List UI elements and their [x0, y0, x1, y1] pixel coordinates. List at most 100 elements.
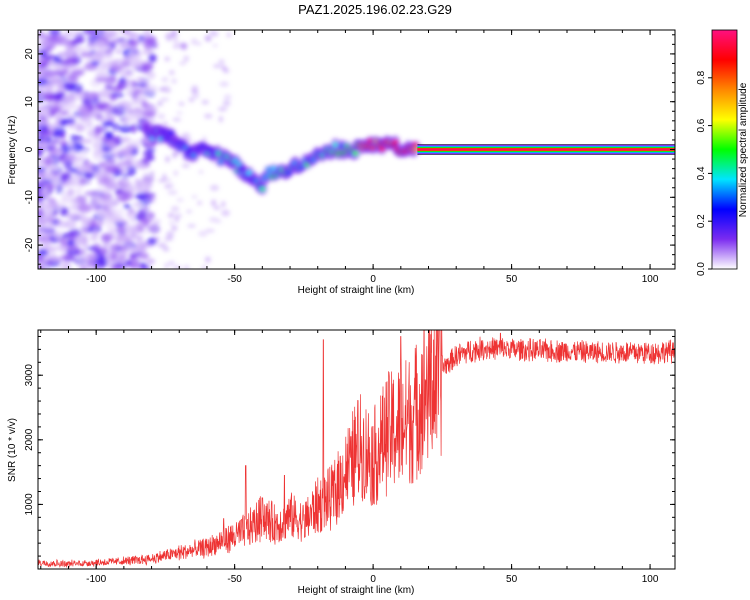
spectrogram-speckle	[125, 143, 135, 153]
spectrogram-speckle	[183, 55, 190, 63]
spectrogram-speckle	[144, 84, 158, 94]
spectrogram-y-tick-label: 20	[24, 48, 35, 60]
spectrogram-speckle	[82, 158, 90, 165]
spectrogram-speckle	[63, 159, 73, 169]
spectrogram-speckle	[205, 228, 215, 233]
spectrogram-speckle	[41, 111, 50, 118]
spectrogram-carrier-band	[417, 148, 675, 151]
spectrogram-speckle	[156, 101, 163, 106]
spectrogram-speckle	[95, 188, 107, 194]
spectrogram-speckle	[97, 219, 105, 227]
snr-xlabel: Height of straight line (km)	[298, 585, 415, 596]
spectrogram-speckle	[102, 106, 112, 114]
spectrogram-ridge-point	[332, 142, 339, 148]
colorbar-tick-label: 0.0	[696, 262, 707, 276]
spectrogram-speckle	[198, 230, 208, 237]
spectrogram-ridge-layer	[141, 120, 675, 195]
spectrogram-speckle	[162, 173, 167, 181]
spectrogram-speckle	[134, 241, 143, 250]
spectrogram-speckle	[168, 70, 175, 75]
spectrogram-speckle	[134, 82, 147, 87]
spectrogram-y-tick-label: -10	[24, 190, 35, 205]
spectrogram-speckle	[42, 209, 53, 217]
spectrogram-speckle	[134, 194, 146, 199]
spectrogram-speckle	[81, 30, 96, 35]
spectrogram-speckle	[123, 204, 132, 209]
spectrogram-speckle	[134, 179, 142, 190]
spectrogram-speckle	[121, 73, 135, 78]
spectrogram-speckle	[41, 187, 48, 197]
spectrogram-speckle	[150, 41, 155, 45]
snr-y-tick-label: 3000	[24, 364, 35, 387]
snr-ylabel: SNR (10 * v/v)	[7, 418, 18, 482]
spectrogram-speckle	[146, 258, 156, 264]
spectrogram-speckle	[178, 61, 187, 66]
spectrogram-speckle	[90, 195, 103, 206]
spectrogram-speckle	[81, 146, 91, 153]
spectrogram-speckle	[215, 218, 222, 224]
spectrogram-speckle	[57, 39, 64, 45]
spectrogram-speckle	[95, 71, 109, 79]
spectrogram-speckle	[119, 124, 132, 134]
colorbar-tick-label: 0.2	[696, 214, 707, 228]
spectrogram-ridge-point	[352, 151, 359, 156]
spectrogram-x-tick-label: 50	[506, 274, 518, 285]
spectrogram-speckle	[209, 30, 214, 34]
spectrogram-speckle	[112, 38, 122, 45]
spectrogram-speckle	[67, 188, 75, 197]
spectrogram-speckle	[38, 78, 47, 87]
spectrogram-speckle	[44, 123, 54, 129]
spectrogram-speckle	[129, 217, 137, 224]
spectrogram-speckle	[73, 36, 85, 44]
spectrogram-speckle	[79, 264, 88, 269]
spectrogram-speckle	[78, 107, 91, 115]
spectrogram-speckle	[165, 231, 175, 239]
spectrogram-speckle	[48, 202, 56, 208]
spectrogram-speckle	[128, 253, 138, 260]
spectrogram-speckle	[43, 155, 52, 166]
spectrogram-speckle	[118, 144, 128, 150]
spectrogram-speckle	[94, 77, 109, 83]
snr-y-tick-label: 2000	[24, 428, 35, 451]
spectrogram-speckle	[78, 177, 86, 185]
spectrogram-speckle	[104, 131, 114, 140]
spectrogram-speckle	[104, 159, 117, 164]
spectrogram-xlabel: Height of straight line (km)	[298, 285, 415, 296]
spectrogram-speckle	[141, 264, 152, 269]
spectrogram-speckle	[45, 197, 56, 203]
spectrogram-speckle	[64, 30, 73, 38]
spectrogram-speckle	[197, 201, 202, 205]
spectrogram-speckle	[100, 233, 111, 244]
spectrogram-speckle	[120, 41, 129, 48]
spectrogram-speckle	[109, 64, 122, 73]
spectrogram-speckle	[64, 43, 77, 50]
spectrogram-speckle	[222, 99, 231, 107]
spectrogram-speckle	[71, 83, 83, 93]
spectrogram-speckle	[188, 97, 195, 103]
spectrogram-speckle	[102, 176, 116, 185]
spectrogram-speckle	[104, 112, 112, 119]
spectrogram-speckle	[164, 178, 172, 182]
spectrogram-speckle	[172, 44, 180, 49]
spectrogram-speckle	[173, 37, 179, 44]
spectrogram-speckle	[38, 93, 43, 99]
spectrogram-speckle	[181, 164, 190, 168]
spectrogram-speckle	[201, 265, 208, 269]
spectrogram-speckle	[174, 216, 180, 223]
spectrogram-speckle	[191, 38, 198, 46]
spectrogram-speckle	[66, 205, 75, 211]
spectrogram-speckle	[164, 183, 175, 188]
spectrogram-speckle	[127, 208, 135, 214]
spectrogram-speckle	[109, 264, 122, 269]
spectrogram-speckle	[144, 213, 150, 217]
spectrogram-speckle	[97, 209, 109, 219]
spectrogram-speckle	[141, 157, 150, 164]
snr-x-tick-label: 0	[370, 574, 376, 585]
spectrogram-speckle	[191, 194, 198, 199]
spectrogram-speckle	[167, 190, 178, 195]
spectrogram-speckle	[162, 247, 168, 252]
spectrogram-speckle	[191, 92, 200, 100]
spectrogram-speckle	[55, 33, 66, 39]
spectrogram-speckle	[145, 102, 154, 109]
spectrogram-speckle	[126, 165, 137, 175]
